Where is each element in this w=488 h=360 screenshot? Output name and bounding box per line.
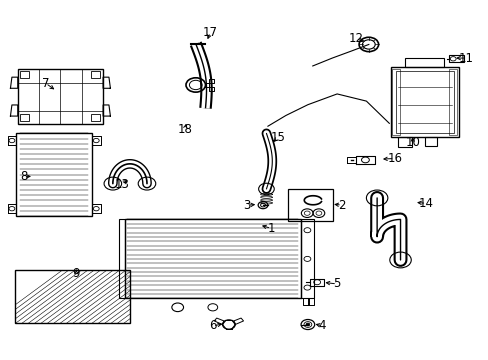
- Bar: [397, 137, 411, 147]
- Text: 9: 9: [72, 267, 80, 280]
- Text: 17: 17: [203, 26, 218, 39]
- Bar: [300, 220, 314, 298]
- Text: 15: 15: [270, 131, 285, 144]
- Bar: [16, 134, 92, 216]
- Text: 14: 14: [418, 197, 433, 210]
- Text: 10: 10: [405, 136, 419, 149]
- Text: 4: 4: [318, 319, 325, 332]
- Text: 12: 12: [347, 32, 363, 45]
- Bar: [391, 69, 399, 135]
- Bar: [91, 114, 100, 121]
- Text: 11: 11: [458, 51, 473, 64]
- Bar: [448, 55, 463, 62]
- Bar: [15, 270, 130, 323]
- Bar: [390, 67, 458, 137]
- Text: 5: 5: [333, 278, 340, 291]
- Bar: [18, 69, 103, 125]
- Bar: [395, 71, 453, 134]
- Circle shape: [305, 323, 309, 326]
- Bar: [448, 69, 456, 135]
- Text: 13: 13: [114, 178, 129, 191]
- Text: 3: 3: [243, 199, 250, 212]
- Bar: [20, 114, 29, 121]
- Bar: [424, 137, 436, 146]
- Text: 6: 6: [209, 319, 216, 332]
- Bar: [288, 189, 332, 221]
- Bar: [91, 71, 100, 78]
- Bar: [20, 71, 29, 78]
- Text: 7: 7: [41, 77, 49, 90]
- Bar: [125, 220, 300, 298]
- Text: 8: 8: [20, 170, 28, 183]
- Bar: [119, 220, 125, 298]
- Text: 1: 1: [267, 222, 275, 235]
- Bar: [405, 58, 444, 67]
- Text: 2: 2: [338, 199, 345, 212]
- Text: 16: 16: [386, 152, 401, 165]
- Text: 18: 18: [177, 122, 192, 136]
